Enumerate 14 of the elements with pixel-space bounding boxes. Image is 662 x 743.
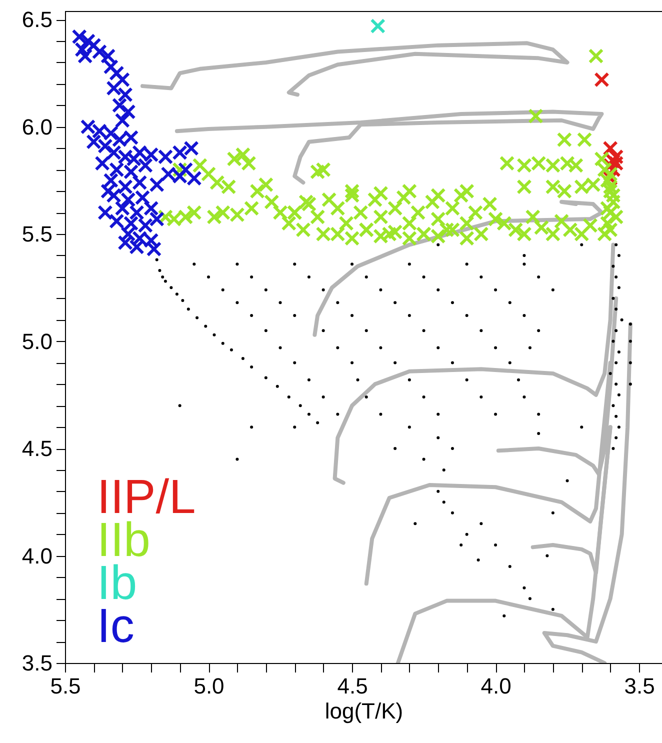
y-tick-label: 3.5: [22, 650, 52, 676]
y-tick-label: 6.5: [22, 7, 52, 32]
y-tick-label: 5.5: [22, 222, 52, 247]
y-tick-label: 4.0: [22, 543, 52, 568]
y-tick-label: 5.0: [22, 328, 52, 354]
y-tick-label: 4.5: [22, 436, 52, 462]
x-axis-title: log(T/K): [324, 698, 404, 724]
x-tick-label: 5.0: [194, 674, 224, 698]
x-tick-label: 4.0: [480, 674, 512, 698]
text: Ic: [97, 600, 134, 653]
x-tick-label: 3.5: [624, 674, 655, 698]
x-tick-label: 5.5: [50, 674, 81, 698]
x-tick-label: 4.5: [337, 674, 368, 698]
y-tick-label: 6.0: [22, 114, 52, 140]
